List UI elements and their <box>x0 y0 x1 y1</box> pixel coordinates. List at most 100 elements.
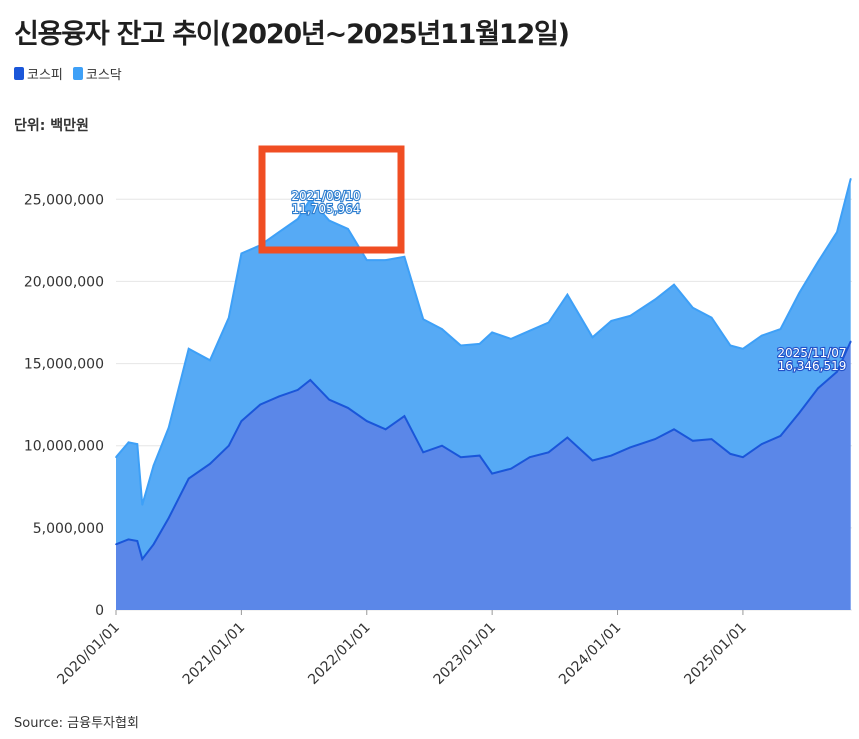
kosdaq-point <box>187 347 190 350</box>
kosdaq-point <box>365 259 368 261</box>
kosdaq-point <box>491 331 493 334</box>
kospi-point <box>309 379 312 381</box>
kospi-point <box>528 456 531 459</box>
kosdaq-point <box>309 198 312 201</box>
kospi-point <box>547 451 550 454</box>
kosdaq-point <box>460 344 462 347</box>
kosdaq-point <box>228 316 230 319</box>
annotation-kospi-date: 2025/11/07 <box>777 346 846 360</box>
kospi-point <box>365 420 368 422</box>
kosdaq-point <box>278 231 280 233</box>
kospi-point <box>629 446 631 449</box>
kosdaq-point <box>441 328 443 330</box>
kospi-point <box>654 438 656 440</box>
x-tick-label: 2020/01/01 <box>54 620 122 688</box>
highlight-box <box>258 145 405 254</box>
kosdaq-point <box>629 315 631 317</box>
x-tick-label: 2025/01/01 <box>681 620 749 688</box>
kospi-point <box>760 443 763 445</box>
kosdaq-point <box>240 252 243 255</box>
unit-label: 단위: 백만원 <box>14 118 89 134</box>
kosdaq-point <box>167 426 170 429</box>
kospi-point <box>779 435 782 437</box>
kospi-point <box>152 543 155 546</box>
kosdaq-point <box>297 218 299 220</box>
annotation-kosdaq-value: 11,705,964 <box>292 202 361 216</box>
x-tick-label: 2021/01/01 <box>180 620 248 688</box>
kospi-point <box>259 403 261 406</box>
source-note: Source: 금융투자협회 <box>14 716 139 731</box>
chart-legend: 코스피 코스닥 <box>14 64 122 83</box>
kosdaq-point <box>547 321 550 324</box>
annotation-kosdaq-date: 2021/09/10 <box>291 189 360 203</box>
y-tick-label: 10,000,000 <box>24 439 104 455</box>
y-tick-label: 5,000,000 <box>33 521 104 537</box>
kospi-point <box>460 456 462 459</box>
kospi-point <box>136 540 139 542</box>
kosdaq-point <box>798 292 801 294</box>
kosdaq-point <box>115 456 117 459</box>
x-tick-label: 2023/01/01 <box>431 620 499 688</box>
kospi-point <box>729 453 732 455</box>
x-tick-label: 2024/01/01 <box>556 620 624 688</box>
kospi-point <box>115 543 117 546</box>
kospi-point <box>441 444 443 447</box>
kospi-point <box>691 439 694 442</box>
kosdaq-point <box>136 443 139 445</box>
kosdaq-point <box>691 306 694 309</box>
kospi-point <box>566 436 569 439</box>
kosdaq-point <box>729 344 732 347</box>
kosdaq-point <box>836 231 838 233</box>
kosdaq-point <box>817 260 819 263</box>
kosdaq-point <box>347 228 349 230</box>
kosdaq-point <box>510 338 512 340</box>
kosdaq-point <box>760 334 763 337</box>
kospi-area <box>116 341 851 610</box>
kospi-point <box>673 428 675 431</box>
kospi-point <box>422 451 424 454</box>
kospi-point <box>347 407 349 409</box>
kosdaq-point <box>849 178 852 180</box>
kospi-point <box>167 517 170 519</box>
kosdaq-point <box>779 328 782 330</box>
kospi-point <box>297 389 299 391</box>
kospi-point <box>478 454 481 457</box>
kosdaq-point <box>403 255 406 258</box>
kosdaq-point <box>152 464 155 467</box>
kosdaq-point <box>654 298 656 301</box>
kospi-point <box>141 558 144 560</box>
kospi-point <box>187 477 190 480</box>
kosdaq-point <box>528 329 531 332</box>
kosdaq-point <box>422 318 424 321</box>
legend-swatch-kospi <box>14 67 24 80</box>
kospi-point <box>228 444 230 447</box>
kosdaq-area <box>116 178 851 560</box>
kosdaq-point <box>710 316 713 319</box>
kospi-point <box>710 438 713 440</box>
kospi-point <box>491 472 493 475</box>
kosdaq-point <box>328 219 330 222</box>
y-tick-label: 0 <box>95 603 104 619</box>
kospi-point <box>328 398 330 401</box>
kosdaq-point <box>141 504 144 506</box>
kospi-point <box>610 454 613 457</box>
kospi-point <box>384 428 387 431</box>
kosdaq-point <box>591 336 594 339</box>
kospi-point <box>798 412 801 414</box>
kospi-point <box>278 395 280 398</box>
y-tick-label: 20,000,000 <box>24 274 104 290</box>
kosdaq-point <box>209 359 211 362</box>
x-tick-label: 2022/01/01 <box>305 620 373 688</box>
kospi-point <box>849 340 852 343</box>
kosdaq-point <box>673 283 675 286</box>
kospi-point <box>403 415 406 417</box>
kospi-point <box>510 467 512 470</box>
legend-item-kospi[interactable]: 코스피 <box>14 64 63 83</box>
kospi-point <box>591 459 594 462</box>
kosdaq-point <box>742 347 744 350</box>
legend-swatch-kosdaq <box>72 67 83 80</box>
kosdaq-point <box>478 343 481 345</box>
legend-item-kosdaq[interactable]: 코스닥 <box>72 64 122 83</box>
kospi-point <box>240 420 243 422</box>
